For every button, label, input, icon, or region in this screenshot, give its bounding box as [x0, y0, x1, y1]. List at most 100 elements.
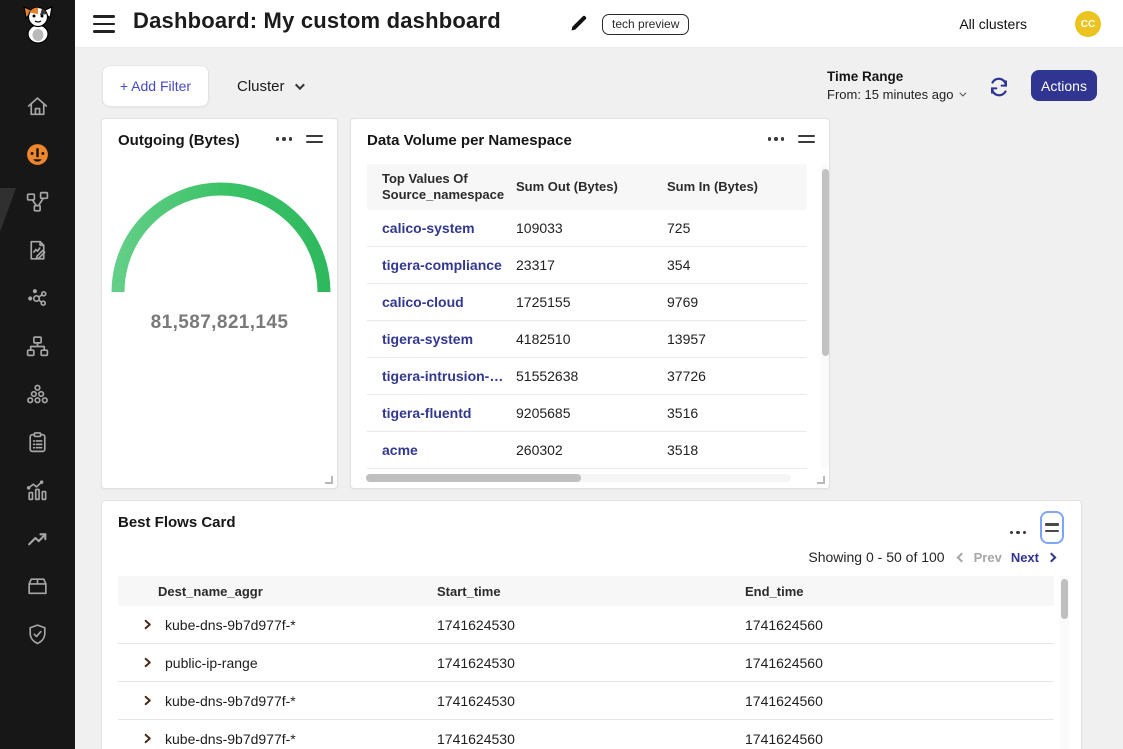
namespace-link[interactable]: calico-cloud	[382, 294, 508, 310]
expand-row-chevron-icon[interactable]	[142, 619, 153, 630]
sidebar-item-dashboards[interactable]	[0, 130, 75, 178]
pagination-status: Showing 0 - 50 of 100	[808, 549, 944, 565]
cluster-filter-dropdown[interactable]: Cluster	[237, 75, 302, 97]
menu-toggle-button[interactable]	[93, 14, 117, 34]
refresh-button[interactable]	[987, 75, 1011, 99]
end-time-value: 1741624560	[745, 655, 1054, 671]
trend-arrow-icon	[25, 526, 50, 551]
card-drag-handle[interactable]	[798, 133, 815, 145]
bar-chart-icon	[25, 478, 50, 503]
sidebar-item-image-assurance[interactable]	[0, 562, 75, 610]
table-row: kube-dns-9b7d977f-* 1741624530 174162456…	[118, 606, 1054, 644]
app-screen: Dashboard: My custom dashboard tech prev…	[0, 0, 1123, 749]
chevron-right-icon	[1047, 552, 1057, 562]
sidebar-item-service-graph[interactable]	[0, 274, 75, 322]
calico-cat-icon	[20, 4, 56, 44]
table-header-row: Dest_name_aggr Start_time End_time	[118, 576, 1054, 606]
card-drag-handle[interactable]	[306, 133, 323, 145]
time-range-value-dropdown[interactable]: From: 15 minutes ago	[827, 87, 964, 102]
sidebar-item-home[interactable]	[0, 82, 75, 130]
column-header[interactable]: Start_time	[437, 584, 745, 599]
tech-preview-badge: tech preview	[602, 14, 689, 35]
chevron-left-icon	[956, 552, 966, 562]
card-menu-button[interactable]	[276, 133, 292, 144]
chevron-down-icon	[960, 90, 967, 97]
cluster-scope-selector[interactable]: All clusters	[959, 16, 1027, 32]
sidebar-item-network-topology[interactable]	[0, 178, 75, 226]
namespace-link[interactable]: calico-system	[382, 220, 508, 236]
column-header[interactable]: End_time	[745, 584, 1054, 599]
table-row: calico-system 109033 725	[367, 210, 807, 247]
horizontal-scrollbar[interactable]	[366, 474, 791, 482]
data-volume-card: Data Volume per Namespace Top Values Of …	[350, 118, 830, 489]
sum-out-value: 260302	[516, 442, 667, 458]
sidebar-item-workloads[interactable]	[0, 370, 75, 418]
column-header[interactable]: Sum In (Bytes)	[667, 179, 807, 195]
column-header[interactable]: Top Values Of Source_namespace	[367, 171, 516, 202]
calico-logo[interactable]	[0, 0, 75, 48]
column-header[interactable]: Sum Out (Bytes)	[516, 179, 667, 195]
cluster-filter-label: Cluster	[237, 78, 285, 95]
gauge-chart	[110, 175, 332, 301]
namespace-link[interactable]: tigera-system	[382, 331, 508, 347]
card-menu-button[interactable]	[1010, 527, 1026, 538]
sum-in-value: 3516	[667, 405, 807, 421]
dest-name-value: public-ip-range	[165, 655, 258, 671]
expand-row-chevron-icon[interactable]	[142, 695, 153, 706]
outgoing-bytes-card: Outgoing (Bytes) 81,587,82	[101, 118, 338, 489]
clipboard-icon	[25, 430, 50, 455]
card-drag-handle-focused[interactable]	[1040, 511, 1064, 544]
sum-out-value: 4182510	[516, 331, 667, 347]
sidebar-item-network-hierarchy[interactable]	[0, 322, 75, 370]
sidebar-item-trends[interactable]	[0, 514, 75, 562]
edit-dashboard-icon[interactable]	[569, 13, 589, 33]
box-icon	[25, 574, 50, 599]
table-row: calico-cloud 1725155 9769	[367, 284, 807, 321]
start-time-value: 1741624530	[437, 693, 745, 709]
sum-out-value: 1725155	[516, 294, 667, 310]
table-row: tigera-compliance 23317 354	[367, 247, 807, 284]
sidebar-item-compliance-reports[interactable]	[0, 418, 75, 466]
page-title: Dashboard: My custom dashboard	[133, 8, 501, 34]
start-time-value: 1741624530	[437, 731, 745, 747]
expand-row-chevron-icon[interactable]	[142, 733, 153, 744]
prev-page-button[interactable]: Prev	[974, 550, 1002, 565]
document-edit-icon	[25, 238, 50, 263]
sum-out-value: 109033	[516, 220, 667, 236]
sidebar-nav	[0, 48, 75, 749]
expand-row-chevron-icon[interactable]	[142, 657, 153, 668]
next-page-button[interactable]: Next	[1011, 550, 1039, 565]
table-row: kube-dns-9b7d977f-* 1741624530 174162456…	[118, 720, 1054, 749]
card-title: Data Volume per Namespace	[367, 132, 572, 149]
home-icon	[25, 94, 50, 119]
table-header-row: Top Values Of Source_namespace Sum Out (…	[367, 164, 807, 210]
dest-name-value: kube-dns-9b7d977f-*	[165, 731, 296, 747]
dest-name-value: kube-dns-9b7d977f-*	[165, 693, 296, 709]
hamburger-icon	[93, 15, 115, 18]
namespace-link[interactable]: tigera-intrusion-d…	[382, 368, 508, 384]
dest-name-value: kube-dns-9b7d977f-*	[165, 617, 296, 633]
sidebar-item-metrics[interactable]	[0, 466, 75, 514]
vertical-scrollbar[interactable]	[821, 164, 829, 469]
sidebar-item-policies[interactable]	[0, 226, 75, 274]
vertical-scrollbar[interactable]	[1060, 576, 1069, 749]
sum-in-value: 725	[667, 220, 807, 236]
refresh-icon	[987, 75, 1011, 99]
user-avatar[interactable]: CC	[1075, 11, 1101, 37]
card-resize-handle[interactable]	[817, 476, 825, 484]
actions-button[interactable]: Actions	[1031, 70, 1097, 101]
add-filter-button[interactable]: + Add Filter	[102, 65, 209, 107]
table-row: tigera-fluentd 9205685 3516	[367, 395, 807, 432]
namespace-link[interactable]: acme	[382, 442, 508, 458]
column-header[interactable]: Dest_name_aggr	[118, 584, 437, 599]
namespace-link[interactable]: tigera-fluentd	[382, 405, 508, 421]
cluster-circles-icon	[25, 382, 50, 407]
namespace-link[interactable]: tigera-compliance	[382, 257, 508, 273]
card-resize-handle[interactable]	[325, 476, 333, 484]
gauge-value: 81,587,821,145	[102, 312, 337, 334]
card-menu-button[interactable]	[768, 133, 784, 144]
sidebar-item-threat-defense[interactable]	[0, 610, 75, 658]
end-time-value: 1741624560	[745, 693, 1054, 709]
chevron-down-icon	[294, 80, 304, 90]
gauge-icon	[25, 142, 50, 167]
